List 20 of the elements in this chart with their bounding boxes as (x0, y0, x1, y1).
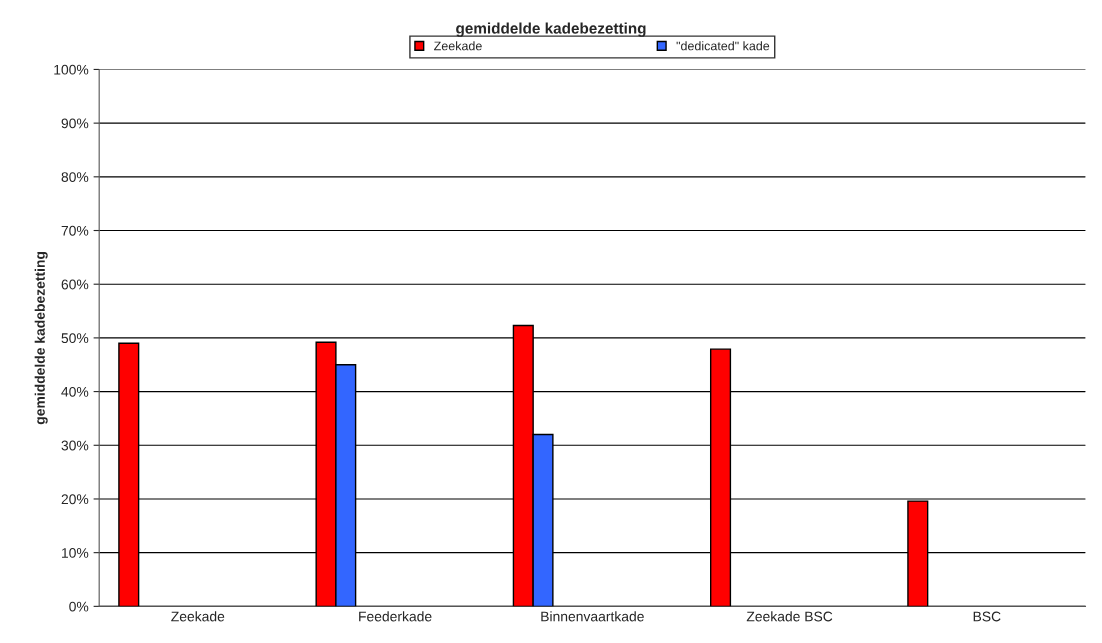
chart-title: gemiddelde kadebezetting (456, 22, 646, 37)
y-tick-label: 20% (61, 494, 89, 505)
y-tick-label: 60% (61, 279, 89, 290)
y-tick-label: 80% (61, 172, 89, 182)
legend-label: Zeekade (434, 41, 482, 51)
x-tick-label: Binnenvaartkade (541, 611, 644, 622)
x-tick-label: Zeekade (171, 611, 225, 622)
y-tick-label: 0% (69, 601, 89, 612)
y-tick-label: 90% (61, 118, 89, 129)
x-tick-label: BSC (973, 611, 1001, 622)
x-tick-label: Feederkade (359, 611, 432, 622)
legend-label: "dedicated" kade (676, 41, 770, 51)
y-axis-title: gemiddelde kadebezetting (34, 252, 48, 425)
y-tick-label: 50% (61, 333, 89, 344)
y-tick-label: 70% (61, 225, 89, 236)
y-tick-label: 10% (62, 547, 89, 558)
y-tick-label: 40% (61, 386, 89, 397)
y-tick-label: 30% (61, 440, 89, 451)
x-tick-label: Zeekade BSC (746, 611, 833, 622)
y-tick-label: 100% (54, 64, 89, 75)
